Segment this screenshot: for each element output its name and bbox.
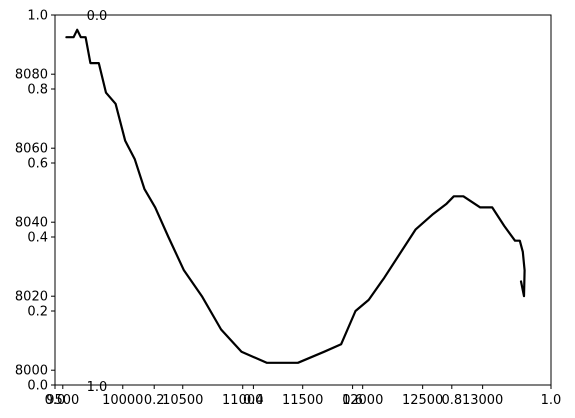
main-axes: 9500 10000 10500 11000 11500 12000 12500 13000 8… (15, 68, 503, 408)
y-tick-label: 8040 (15, 216, 48, 231)
overlay-axes: 0.0 0.2 0.4 0.6 0.8 1.0 0.0 0.2 0.4 0.6 0.8 1.0 0.0 1… (27, 9, 561, 409)
overlay-y-tick-label: 0.4 (27, 231, 48, 246)
x-tick-label: 10500 (162, 393, 203, 408)
x-tick-label: 13000 (462, 393, 503, 408)
y-tick-label: 8000 (15, 364, 48, 379)
y-tick-label: 8080 (15, 68, 48, 83)
y-tick-label: 8020 (15, 290, 48, 305)
overlay-extra-label: 1.0 (87, 380, 108, 395)
overlay-x-tick-label: 0.4 (243, 393, 264, 408)
x-tick-label: 11500 (282, 393, 323, 408)
plot-area (65, 28, 526, 364)
overlay-y-tick-label: 0.6 (27, 157, 48, 172)
overlay-y-tick-label: 0.0 (27, 379, 48, 394)
series-line (65, 28, 526, 364)
overlay-x-tick-label: 0.8 (441, 393, 462, 408)
overlay-y-tick-label: 0.8 (27, 83, 48, 98)
overlay-x-tick-label: 1.0 (541, 393, 562, 408)
x-tick-label: 12500 (402, 393, 443, 408)
x-tick-label: 12000 (342, 393, 383, 408)
x-tick-label: 10000 (102, 393, 143, 408)
plot-frame (54, 14, 552, 386)
x-tick-label: 11000 (222, 393, 263, 408)
overlay-x-tick-label: 0.0 (45, 393, 66, 408)
overlay-x-tick-label: 0.6 (342, 393, 363, 408)
y-tick-label: 8060 (15, 142, 48, 157)
overlay-x-tick-label: 0.2 (144, 393, 165, 408)
overlay-top-label: 0.0 (87, 9, 108, 24)
x-tick-label: 9500 (46, 393, 79, 408)
overlay-y-tick-label: 1.0 (27, 9, 48, 24)
overlay-y-tick-label: 0.2 (27, 305, 48, 320)
